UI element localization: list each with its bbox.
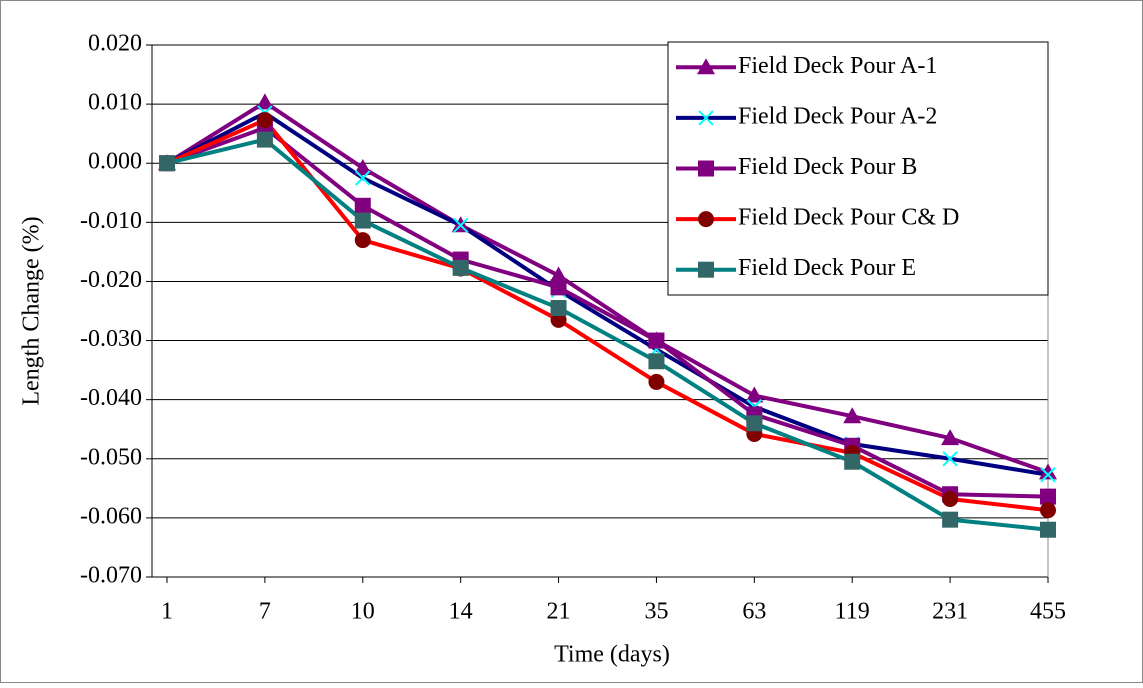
x-tick-label: 1 bbox=[161, 599, 173, 625]
y-tick-label: -0.060 bbox=[80, 503, 142, 529]
legend-marker bbox=[698, 110, 714, 126]
y-tick-label: -0.030 bbox=[80, 326, 142, 352]
x-tick-label: 10 bbox=[351, 599, 375, 625]
marker bbox=[255, 93, 274, 110]
marker bbox=[550, 279, 567, 296]
legend-label: Field Deck Pour B bbox=[738, 154, 917, 180]
marker bbox=[452, 217, 469, 233]
marker bbox=[843, 407, 862, 424]
x-tick-label: 455 bbox=[1030, 599, 1066, 625]
marker bbox=[159, 155, 175, 172]
y-tick-label: -0.070 bbox=[80, 563, 142, 589]
marker bbox=[452, 259, 469, 276]
y-tick-label: -0.050 bbox=[80, 444, 142, 470]
marker bbox=[353, 158, 372, 175]
x-tick-label: 119 bbox=[835, 599, 870, 625]
marker bbox=[1040, 488, 1056, 505]
marker bbox=[1040, 502, 1056, 519]
marker bbox=[256, 131, 273, 148]
x-tick-label: 35 bbox=[644, 599, 668, 625]
marker bbox=[355, 170, 371, 186]
y-tick-label: 0.020 bbox=[88, 31, 142, 57]
marker bbox=[941, 429, 960, 446]
marker bbox=[746, 415, 763, 432]
marker bbox=[1040, 521, 1056, 538]
marker bbox=[1039, 463, 1057, 480]
x-tick-label: 21 bbox=[547, 599, 571, 625]
legend-label: Field Deck Pour A-1 bbox=[738, 53, 937, 79]
marker bbox=[942, 451, 958, 467]
marker bbox=[648, 332, 665, 349]
marker bbox=[942, 490, 959, 507]
series-line bbox=[166, 137, 1049, 532]
legend-marker bbox=[698, 160, 714, 177]
marker bbox=[550, 300, 567, 317]
y-tick-label: 0.000 bbox=[88, 149, 142, 175]
x-tick-label: 7 bbox=[259, 599, 271, 625]
legend-marker bbox=[698, 261, 714, 278]
y-axis-title: Length Change (%) bbox=[19, 216, 45, 405]
y-tick-label: -0.010 bbox=[80, 208, 142, 234]
legend-marker bbox=[698, 211, 714, 228]
x-axis-title: Time (days) bbox=[554, 642, 670, 668]
series-line bbox=[166, 110, 1049, 477]
legend-label: Field Deck Pour A-2 bbox=[738, 103, 937, 129]
marker bbox=[256, 112, 273, 129]
x-tick-label: 231 bbox=[932, 599, 968, 625]
series-line bbox=[166, 125, 1049, 499]
marker bbox=[549, 266, 568, 283]
marker bbox=[354, 212, 371, 229]
marker bbox=[1040, 467, 1056, 483]
legend-label: Field Deck Pour C& D bbox=[738, 205, 959, 231]
y-tick-label: -0.040 bbox=[80, 385, 142, 411]
marker bbox=[745, 386, 764, 403]
marker bbox=[942, 511, 959, 528]
y-tick-label: -0.020 bbox=[80, 267, 142, 293]
series-line bbox=[165, 100, 1049, 475]
y-tick-label: 0.010 bbox=[88, 90, 142, 116]
legend-label: Field Deck Pour E bbox=[738, 255, 916, 281]
legend-marker bbox=[697, 58, 715, 75]
marker bbox=[354, 197, 371, 214]
marker bbox=[844, 453, 861, 470]
marker bbox=[648, 353, 665, 370]
marker bbox=[354, 232, 371, 249]
marker bbox=[648, 373, 665, 390]
x-tick-label: 63 bbox=[742, 599, 766, 625]
x-tick-label: 14 bbox=[449, 599, 473, 625]
